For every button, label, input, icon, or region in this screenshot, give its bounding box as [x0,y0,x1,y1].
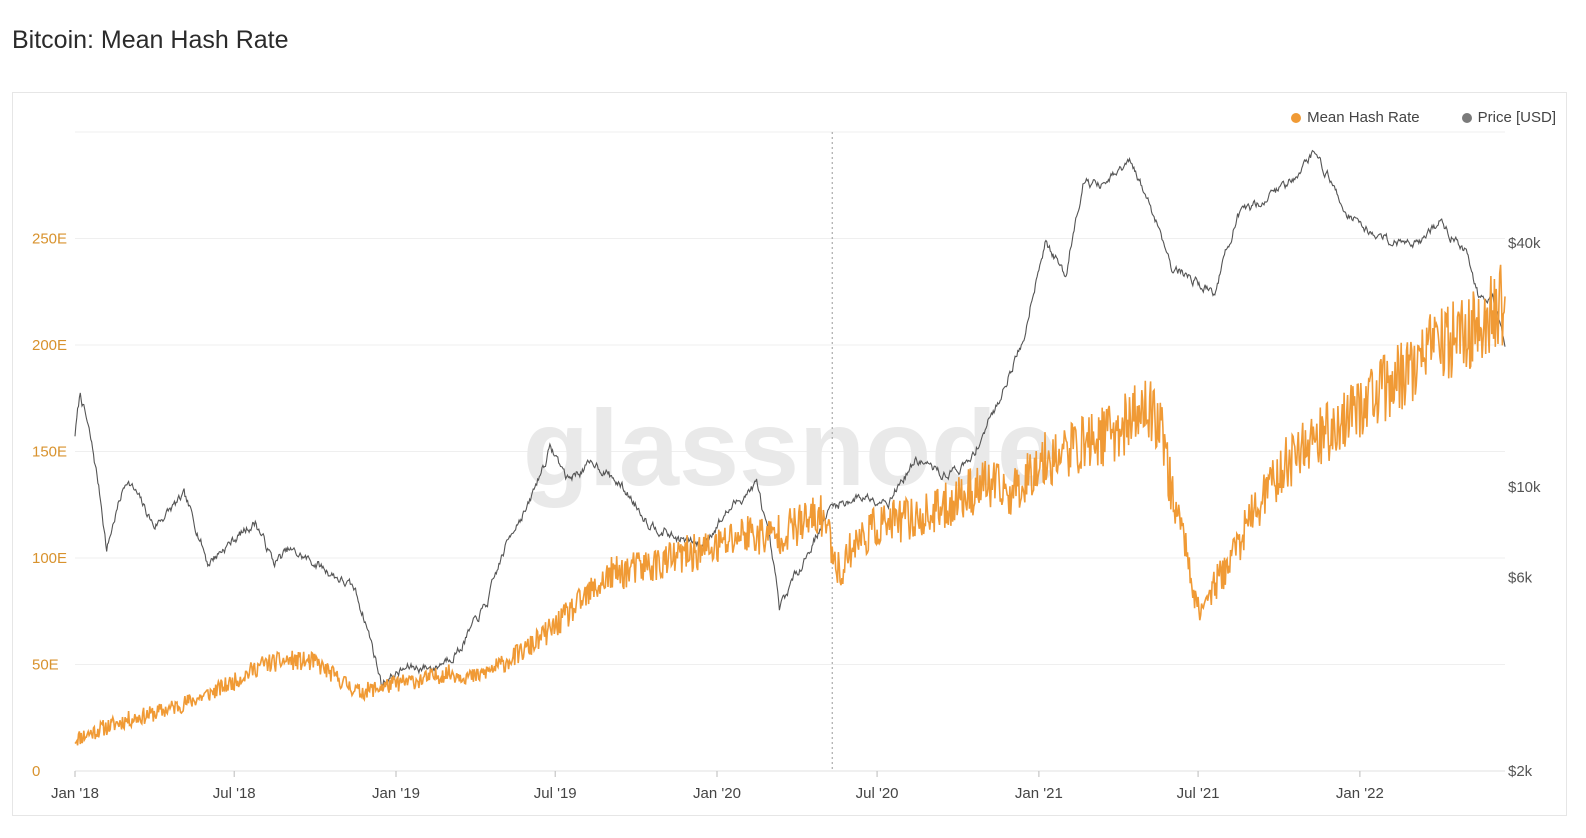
y-right-tick-label: $2k [1508,763,1533,780]
x-tick-label: Jul '18 [213,785,256,802]
legend: Mean Hash Rate Price [USD] [1291,109,1556,126]
x-tick-label: Jan '19 [372,785,420,802]
x-tick-label: Jan '20 [693,785,741,802]
y-left-tick-label: 100E [32,550,67,567]
x-tick-label: Jan '22 [1336,785,1384,802]
y-left-tick-label: 200E [32,337,67,354]
legend-dot-hash-rate [1291,112,1302,123]
series-line-hash-rate [74,264,1506,746]
x-tick-label: Jul '19 [534,785,577,802]
x-tick-label: Jan '21 [1015,785,1063,802]
legend-item-hash-rate[interactable]: Mean Hash Rate [1291,109,1420,126]
y-left-tick-label: 50E [32,657,59,674]
y-right-tick-label: $10k [1508,479,1541,496]
legend-label-price: Price [USD] [1477,109,1556,126]
x-tick-label: Jul '20 [856,785,899,802]
chart-title: Bitcoin: Mean Hash Rate [12,26,289,54]
y-left-tick-label: 250E [32,231,67,248]
y-right-tick-label: $40k [1508,235,1541,252]
x-tick-label: Jan '18 [51,785,99,802]
y-right-tick-label: $6k [1508,569,1533,586]
x-tick-label: Jul '21 [1177,785,1220,802]
legend-label-hash-rate: Mean Hash Rate [1307,109,1420,126]
legend-dot-price [1461,112,1472,123]
legend-item-price[interactable]: Price [USD] [1461,109,1556,126]
y-left-tick-label: 150E [32,444,67,461]
series-line-price [74,149,1506,687]
y-left-tick-label: 0 [32,763,40,780]
